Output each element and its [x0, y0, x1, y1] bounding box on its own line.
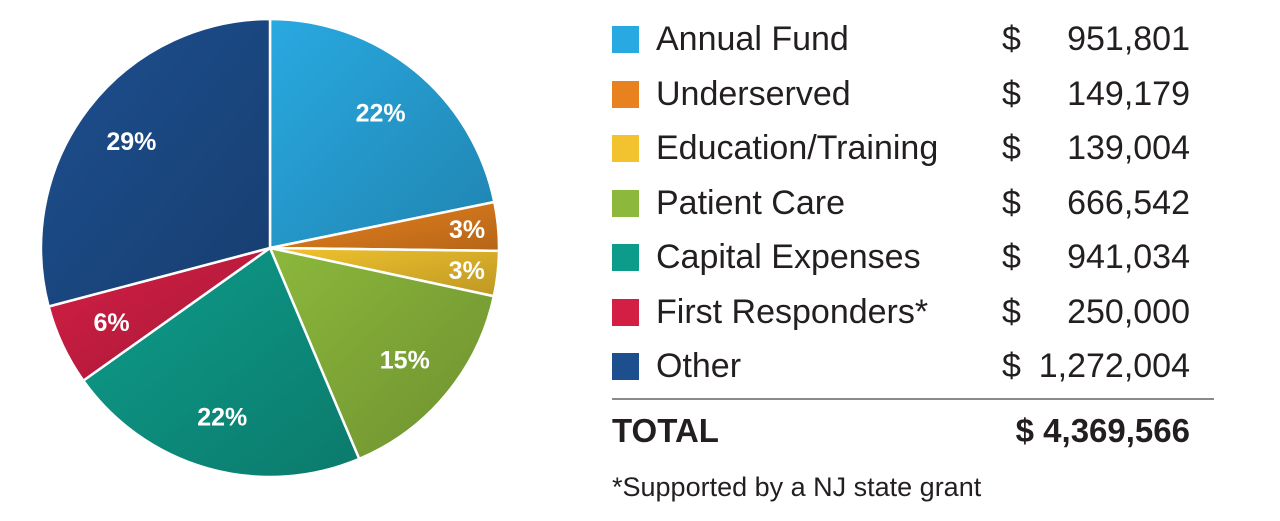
total-row: TOTAL $ 4,369,566	[612, 408, 1212, 454]
legend-value: 951,801	[1067, 20, 1190, 58]
legend-label: Education/Training	[656, 129, 939, 167]
pie-slice-label: 3%	[449, 257, 485, 285]
pie-slice-labels: 22% 3% 3% 15% 22% 6% 29%	[93, 99, 485, 431]
pie-slices	[39, 17, 501, 479]
legend-item: Underserved $149,179	[612, 69, 1212, 124]
legend-label: First Responders*	[656, 292, 929, 331]
legend-value: 250,000	[1067, 292, 1190, 331]
legend-item: Capital Expenses $941,034	[612, 232, 1212, 287]
pie-slice-annual-fund	[268, 17, 496, 250]
pie-slice-label: 15%	[380, 347, 430, 375]
pie-slice-label: 29%	[106, 128, 156, 156]
legend-swatch	[612, 353, 639, 380]
legend-swatch	[612, 244, 639, 271]
pie-slice-label: 3%	[449, 216, 485, 244]
pie-slice-label: 22%	[356, 99, 406, 127]
pie-slice-capital-expenses	[82, 246, 361, 479]
legend-currency-symbol: $	[1002, 347, 1021, 385]
legend-value: 149,179	[1067, 74, 1190, 113]
total-label: TOTAL	[612, 412, 719, 449]
total-divider	[612, 398, 1214, 400]
legend-currency-symbol: $	[1002, 20, 1021, 58]
legend-value: 941,034	[1067, 238, 1190, 276]
total-value: $ 4,369,566	[1015, 412, 1190, 449]
legend-item: Other $1,272,004	[612, 341, 1212, 396]
legend-label: Annual Fund	[656, 20, 849, 58]
legend-swatch	[612, 298, 639, 326]
legend-value: 1,272,004	[1038, 347, 1190, 385]
legend-label: Patient Care	[656, 183, 845, 222]
legend-swatch	[612, 26, 639, 53]
legend-item: Education/Training $139,004	[612, 123, 1212, 178]
footnote: *Supported by a NJ state grant	[612, 472, 982, 502]
legend-swatch	[612, 80, 639, 108]
legend-label: Capital Expenses	[656, 238, 921, 276]
legend-currency-symbol: $	[1002, 129, 1021, 167]
pie-chart-svg: 22% 3% 3% 15% 22% 6% 29%	[39, 17, 501, 479]
pie-slice-label: 22%	[197, 403, 247, 431]
legend-label: Other	[656, 347, 742, 385]
legend-currency-symbol: $	[1002, 292, 1021, 331]
legend-value: 666,542	[1067, 183, 1190, 222]
pie-slice-patient-care	[268, 246, 496, 461]
legend-item: First Responders* $250,000	[612, 287, 1212, 342]
legend-swatch	[612, 135, 639, 162]
legend-currency-symbol: $	[1002, 238, 1021, 276]
legend: Annual Fund $951,801 Underserved $149,179 Ed…	[612, 14, 1212, 396]
legend-currency-symbol: $	[1002, 183, 1021, 222]
legend-value: 139,004	[1067, 129, 1190, 167]
pie-slice-other	[39, 17, 272, 308]
legend-currency-symbol: $	[1002, 74, 1021, 113]
legend-item: Patient Care $666,542	[612, 178, 1212, 233]
pie-slice-label: 6%	[93, 309, 129, 337]
pie-chart: 22% 3% 3% 15% 22% 6% 29%	[30, 12, 510, 492]
legend-label: Underserved	[656, 74, 851, 113]
legend-item: Annual Fund $951,801	[612, 14, 1212, 69]
legend-swatch	[612, 189, 639, 217]
